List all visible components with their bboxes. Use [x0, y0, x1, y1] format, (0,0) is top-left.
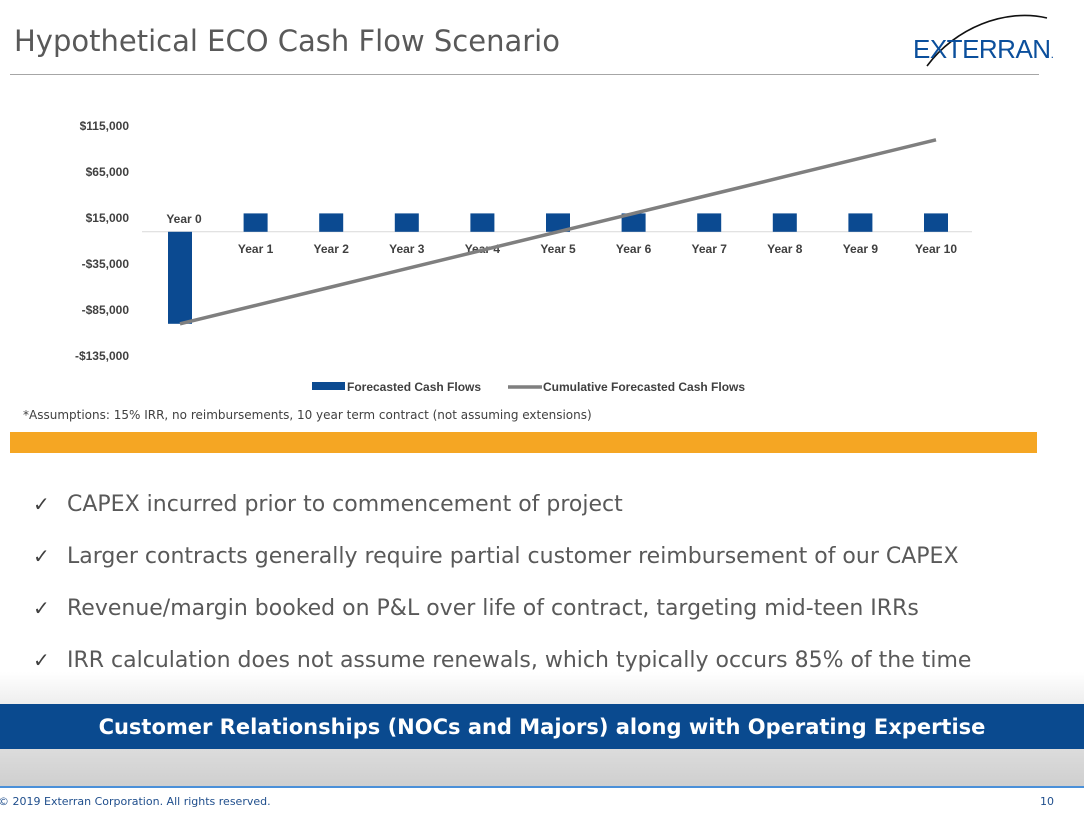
bullet-text: Larger contracts generally require parti…: [67, 543, 959, 569]
y-tick-label: -$35,000: [82, 257, 130, 271]
bullet-item: ✓ CAPEX incurred prior to commencement o…: [33, 478, 971, 530]
y-tick-label: $115,000: [80, 119, 130, 133]
bar-year-6: [621, 213, 646, 232]
assumptions-note: *Assumptions: 15% IRR, no reimbursements…: [23, 408, 592, 422]
bar-year-3: [394, 213, 419, 232]
page-number: 10: [1040, 795, 1054, 808]
y-tick-label: $65,000: [86, 165, 130, 179]
bar-year-5: [546, 213, 570, 232]
bar-year-4: [470, 213, 495, 232]
x-tick-label: Year 5: [540, 242, 576, 256]
logo-swoosh-icon: [926, 14, 1048, 67]
bullet-item: ✓ Revenue/margin booked on P&L over life…: [33, 582, 971, 634]
bar-year-8: [772, 213, 797, 232]
x-tick-label: Year 1: [238, 242, 274, 256]
bullet-text: CAPEX incurred prior to commencement of …: [67, 491, 623, 517]
y-tick-label: -$135,000: [75, 349, 129, 363]
check-icon: ✓: [33, 544, 50, 568]
logo-mark: .: [1050, 47, 1054, 61]
bar-year-2: [319, 213, 344, 232]
x-tick-label: Year 7: [692, 242, 728, 256]
x-tick-label: Year 3: [389, 242, 425, 256]
fade-band: [0, 672, 1084, 704]
exterran-logo: EXTERRAN.: [905, 8, 1055, 68]
x-tick-label: Year 2: [314, 242, 350, 256]
banner: Customer Relationships (NOCs and Majors)…: [0, 704, 1084, 749]
x-tick-label: Year 10: [915, 242, 957, 256]
check-icon: ✓: [33, 492, 50, 516]
logo-wordmark: EXTERRAN: [913, 34, 1051, 64]
legend-label-bars: Forecasted Cash Flows: [347, 380, 481, 394]
cash-flow-chart: $115,000 $65,000 $15,000 -$35,000 -$85,000 -$…: [75, 119, 972, 394]
bullet-list: ✓ CAPEX incurred prior to commencement o…: [33, 478, 971, 686]
accent-bar: [10, 432, 1037, 453]
y-tick-label: -$85,000: [82, 303, 130, 317]
bar-year-10: [924, 213, 948, 232]
footer-copyright: © 2019 Exterran Corporation. All rights …: [0, 795, 271, 808]
bar-year-9: [848, 213, 873, 232]
x-tick-label: Year 8: [767, 242, 803, 256]
footer-divider: [0, 786, 1084, 788]
bar-year-0: [168, 231, 192, 324]
cumulative-line: [179, 138, 937, 326]
x-tick-label: Year 9: [843, 242, 879, 256]
bullet-item: ✓ Larger contracts generally require par…: [33, 530, 971, 582]
check-icon: ✓: [33, 648, 50, 672]
title-divider: [10, 74, 1039, 75]
x-tick-label: Year 0: [166, 212, 202, 226]
slide-title: Hypothetical ECO Cash Flow Scenario: [14, 24, 560, 58]
bar-year-1: [243, 213, 268, 232]
bar-year-7: [697, 213, 722, 232]
grey-band: [0, 749, 1084, 786]
y-tick-label: $15,000: [86, 211, 130, 225]
bullet-text: Revenue/margin booked on P&L over life o…: [67, 595, 919, 621]
bullet-item: ✓ IRR calculation does not assume renewa…: [33, 634, 971, 686]
legend-swatch-bars: [312, 382, 345, 390]
check-icon: ✓: [33, 596, 50, 620]
bullet-text: IRR calculation does not assume renewals…: [67, 647, 972, 673]
legend-label-line: Cumulative Forecasted Cash Flows: [543, 380, 745, 394]
x-tick-label: Year 6: [616, 242, 652, 256]
